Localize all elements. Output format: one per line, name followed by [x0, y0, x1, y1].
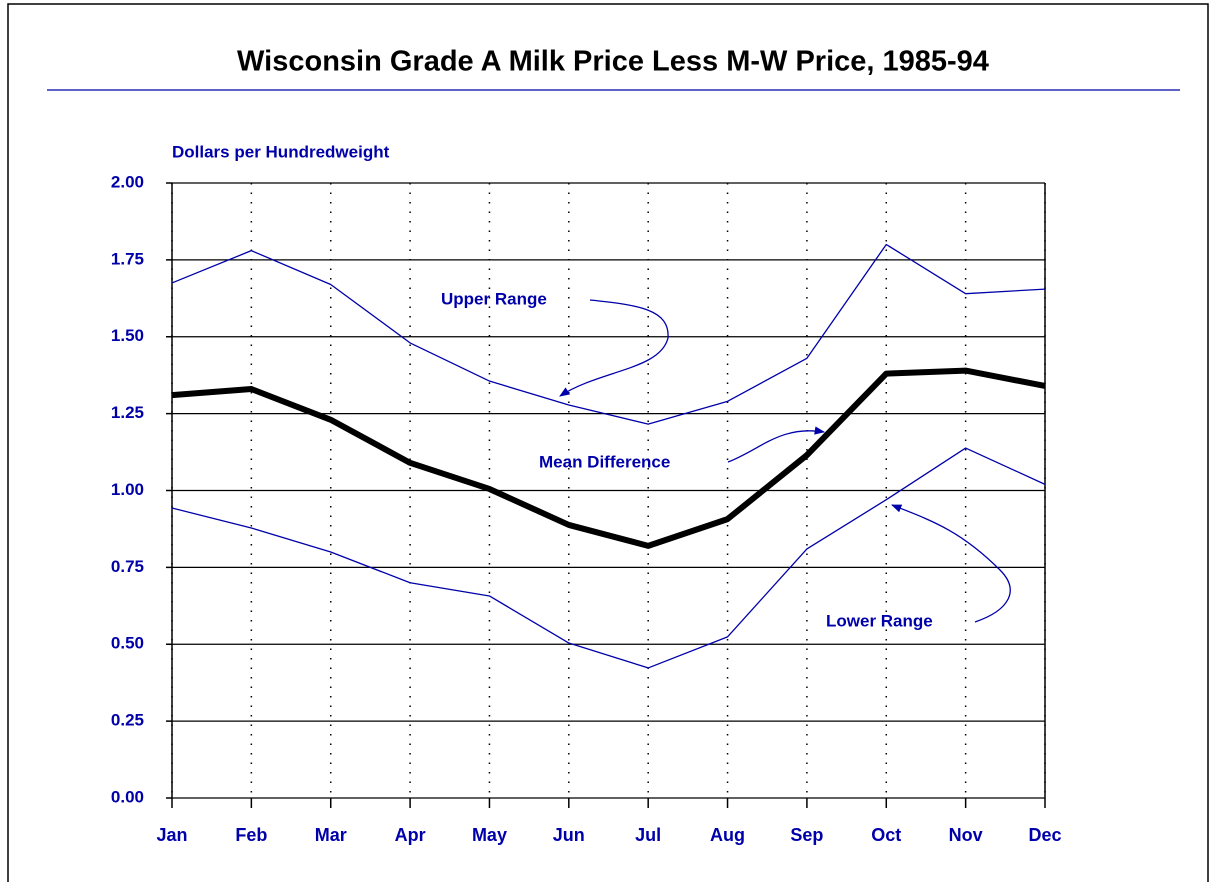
annotation: Lower Range	[826, 611, 933, 630]
annotation-arrow	[727, 426, 826, 463]
series-line	[171, 447, 1046, 669]
annotation: Mean Difference	[539, 452, 670, 471]
annotation-arrow	[559, 299, 669, 397]
x-tick-label: Sep	[790, 825, 823, 845]
y-tick-label: 1.25	[111, 403, 144, 422]
x-tick-label: May	[472, 825, 507, 845]
x-tick-label: Mar	[315, 825, 347, 845]
x-tick-label: Aug	[710, 825, 745, 845]
x-tick-label: Jan	[156, 825, 187, 845]
x-tick-label: Feb	[235, 825, 267, 845]
frame	[7, 3, 1209, 882]
y-tick-label: 2.00	[111, 172, 144, 191]
annotation: Upper Range	[441, 289, 547, 308]
x-tick-label: Oct	[871, 825, 901, 845]
y-tick-label: 1.50	[111, 326, 144, 345]
y-tick-label: 0.25	[111, 711, 144, 730]
x-tick-label: Apr	[395, 825, 426, 845]
y-tick-label: 0.75	[111, 557, 144, 576]
y-tick-label: 1.75	[111, 249, 144, 268]
y-tick-label: 1.00	[111, 480, 144, 499]
y-tick-label: 0.00	[111, 787, 144, 806]
series-line	[171, 243, 1046, 425]
x-tick-label: Jun	[553, 825, 585, 845]
y-axis-label: Dollars per Hundredweight	[172, 142, 390, 161]
series-line	[171, 367, 1046, 549]
annotation-arrow	[891, 504, 1011, 623]
x-tick-label: Dec	[1028, 825, 1061, 845]
chart-title: Wisconsin Grade A Milk Price Less M-W Pr…	[237, 46, 989, 78]
y-tick-label: 0.50	[111, 634, 144, 653]
x-tick-label: Jul	[635, 825, 661, 845]
x-tick-label: Nov	[949, 825, 983, 845]
